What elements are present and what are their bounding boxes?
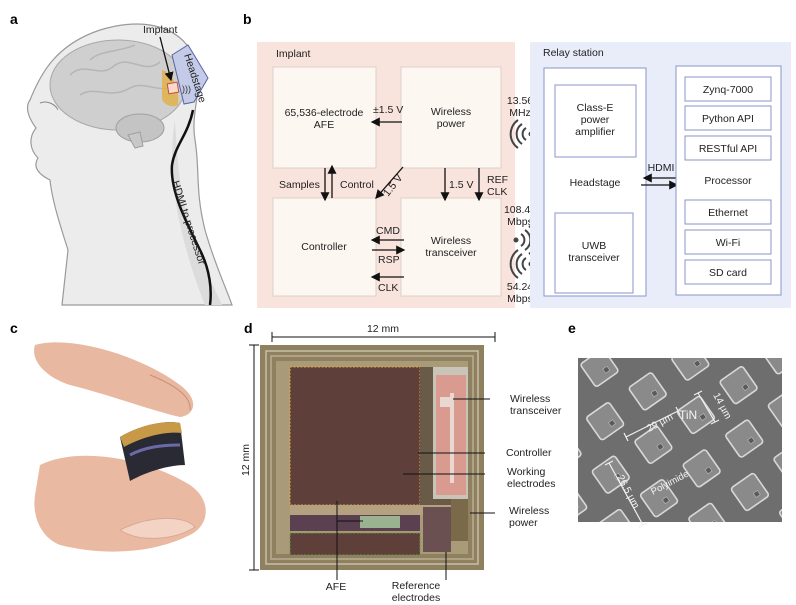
working-electrode-array: [290, 367, 420, 505]
processor-item-3: Ethernet: [685, 200, 771, 224]
tin-pad: [623, 319, 662, 358]
svg-text:65,536-electrode: 65,536-electrode: [285, 107, 364, 119]
ref-clk-label: REF: [487, 174, 508, 186]
reference-electrode-array: [290, 533, 420, 555]
downlink-rate-label: 54.24: [507, 281, 533, 293]
rsp-label: RSP: [378, 254, 400, 266]
tin-pad: [566, 378, 576, 417]
svg-text:Controller: Controller: [301, 241, 347, 253]
class-e-amplifier-block: Class-E power amplifier: [555, 85, 636, 157]
controller-block: Controller: [273, 198, 376, 296]
svg-text:transceiver: transceiver: [568, 252, 620, 264]
tin-label: TiN: [679, 408, 697, 422]
chip-die: [260, 345, 484, 570]
width-label: 12 mm: [367, 323, 399, 335]
svg-text:SD card: SD card: [709, 267, 747, 279]
pm15v-label: ±1.5 V: [373, 104, 403, 116]
callout-reference-electrodes: Reference: [392, 580, 441, 592]
panel-label-e: e: [568, 320, 576, 336]
implant-group-title: Implant: [276, 48, 311, 60]
svg-text:Zynq-7000: Zynq-7000: [703, 84, 753, 96]
callout-afe: AFE: [326, 581, 346, 593]
afe-region: [290, 515, 420, 531]
height-label: 12 mm: [240, 444, 252, 476]
svg-text:power: power: [581, 114, 610, 126]
afe-block: 65,536-electrode AFE: [273, 67, 376, 168]
svg-text:Wireless: Wireless: [431, 235, 471, 247]
panel-e-sem-image: e 29 µm 14 µm 26.5 µm TiN Polyimide: [566, 315, 796, 535]
wireless-power-block: Wireless power: [401, 67, 501, 168]
power-freq-unit: MHz: [509, 107, 531, 119]
callout-wireless-power-2: power: [509, 517, 538, 529]
panel-label-c: c: [10, 320, 18, 336]
power-freq-label: 13.56: [507, 95, 533, 107]
processor-item-0: Zynq-7000: [685, 77, 771, 101]
processor-item-2: RESTful API: [685, 136, 771, 160]
panel-label-b: b: [243, 11, 252, 27]
relay-station-title: Relay station: [543, 47, 604, 59]
callout-reference-electrodes-2: electrodes: [392, 592, 440, 604]
svg-text:UWB: UWB: [582, 240, 607, 252]
svg-text:Wi-Fi: Wi-Fi: [716, 237, 741, 249]
svg-text:power: power: [437, 118, 466, 130]
tin-pad: [645, 532, 684, 535]
control-label: Control: [340, 179, 374, 191]
svg-text:Headstage: Headstage: [570, 177, 621, 189]
svg-text:AFE: AFE: [314, 119, 334, 131]
panel-d-chip-micrograph: d 12 mm 12 mm Wireless transceiver Contr…: [235, 315, 565, 605]
svg-text:RESTful API: RESTful API: [699, 143, 757, 155]
svg-text:Wireless: Wireless: [431, 106, 471, 118]
tin-pad: [736, 526, 775, 535]
processor-item-4: Wi-Fi: [685, 230, 771, 254]
processor-item-1: Python API: [685, 106, 771, 130]
samples-label: Samples: [279, 179, 320, 191]
processor-item-5: SD card: [685, 260, 771, 284]
svg-text:Ethernet: Ethernet: [708, 207, 748, 219]
index-finger: [34, 342, 193, 417]
svg-text:Processor: Processor: [704, 175, 752, 187]
panel-c-photo-device-on-finger: c: [0, 315, 240, 605]
callout-controller: Controller: [506, 447, 552, 459]
wireless-transceiver-block: Wireless transceiver: [401, 198, 501, 296]
panel-b-block-diagram: b Implant 65,536-electrode AFE Wireless …: [0, 0, 796, 320]
svg-text:amplifier: amplifier: [575, 126, 615, 138]
cmd-label: CMD: [376, 225, 400, 237]
callout-wireless-transceiver-2: transceiver: [510, 405, 562, 417]
callout-wireless-power: Wireless: [509, 505, 549, 517]
svg-text:transceiver: transceiver: [425, 247, 477, 259]
svg-text:Class-E: Class-E: [577, 102, 614, 114]
ref-clk-label-2: CLK: [487, 186, 507, 198]
power-region: [451, 499, 468, 541]
thumb: [34, 456, 205, 552]
callout-wireless-transceiver: Wireless: [510, 393, 550, 405]
hdmi-label: HDMI: [648, 162, 675, 174]
downlink-rate-unit: Mbps: [507, 293, 533, 305]
v15-label: 1.5 V: [449, 179, 474, 191]
callout-working-electrodes: Working: [507, 466, 545, 478]
clk-label: CLK: [378, 282, 398, 294]
callout-working-electrodes-2: electrodes: [507, 478, 555, 490]
svg-text:Python API: Python API: [702, 113, 754, 125]
panel-label-d: d: [244, 320, 253, 336]
uwb-transceiver-block: UWB transceiver: [555, 213, 633, 293]
